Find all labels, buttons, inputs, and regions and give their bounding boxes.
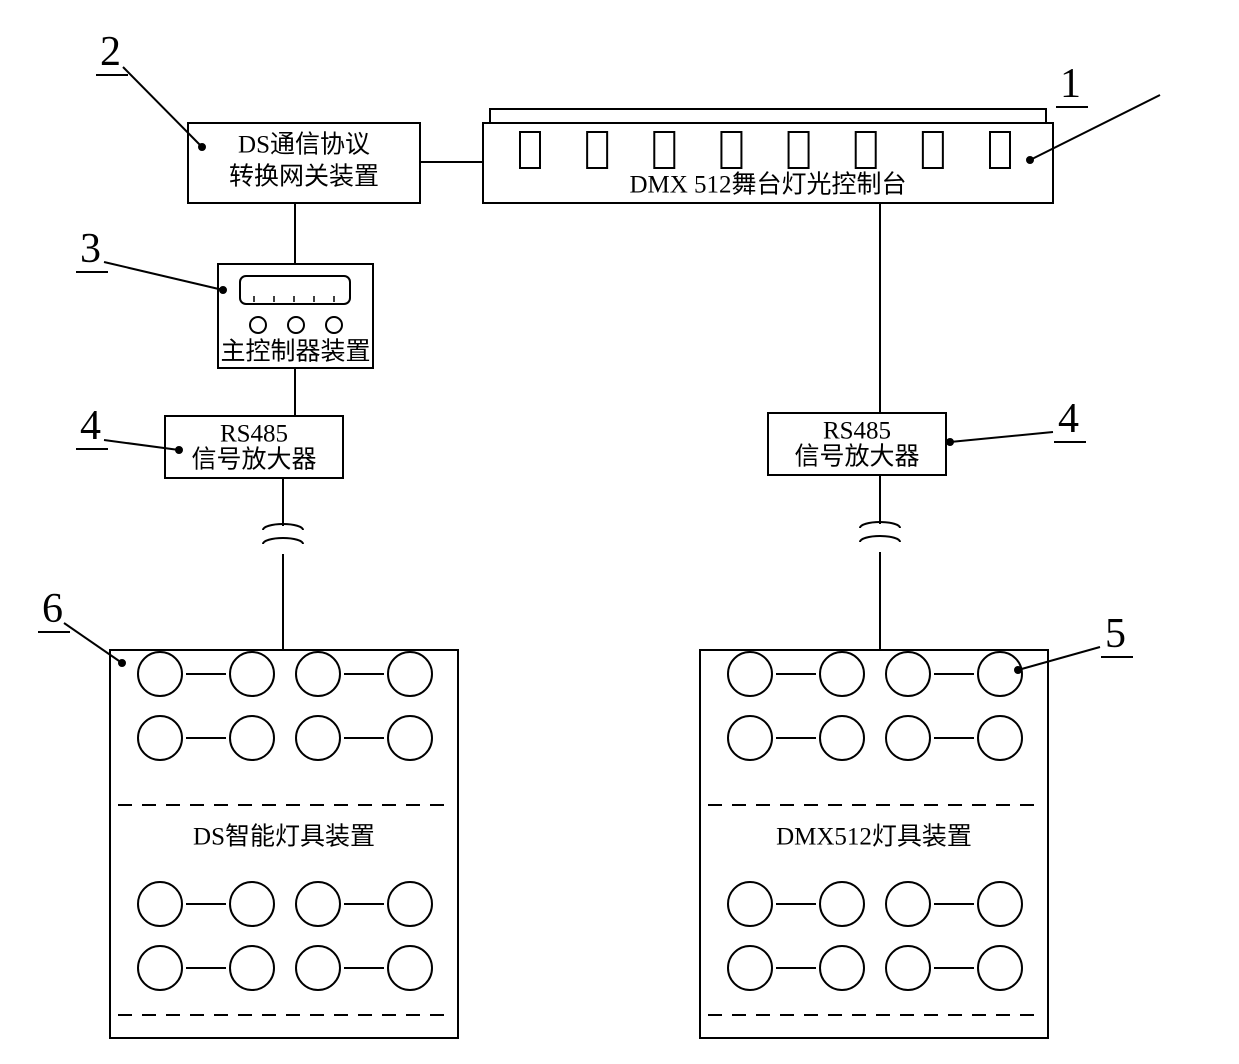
svg-text:主控制器装置: 主控制器装置 bbox=[220, 338, 370, 366]
label-4-left: 4 bbox=[80, 402, 101, 450]
svg-text:信号放大器: 信号放大器 bbox=[191, 446, 316, 474]
svg-text:RS485: RS485 bbox=[220, 421, 288, 448]
svg-text:DS通信协议: DS通信协议 bbox=[238, 131, 370, 159]
label-1: 1 bbox=[1060, 60, 1081, 108]
label-3: 3 bbox=[80, 225, 101, 273]
svg-text:转换网关装置: 转换网关装置 bbox=[229, 163, 379, 191]
label-6: 6 bbox=[42, 585, 63, 633]
svg-text:DMX 512舞台灯光控制台: DMX 512舞台灯光控制台 bbox=[629, 171, 906, 199]
label-4-right: 4 bbox=[1058, 395, 1079, 443]
label-2: 2 bbox=[100, 28, 121, 76]
svg-text:RS485: RS485 bbox=[823, 418, 891, 445]
label-5: 5 bbox=[1105, 610, 1126, 658]
svg-text:DMX512灯具装置: DMX512灯具装置 bbox=[776, 823, 972, 851]
svg-text:DS智能灯具装置: DS智能灯具装置 bbox=[193, 823, 375, 851]
svg-text:信号放大器: 信号放大器 bbox=[794, 443, 919, 471]
